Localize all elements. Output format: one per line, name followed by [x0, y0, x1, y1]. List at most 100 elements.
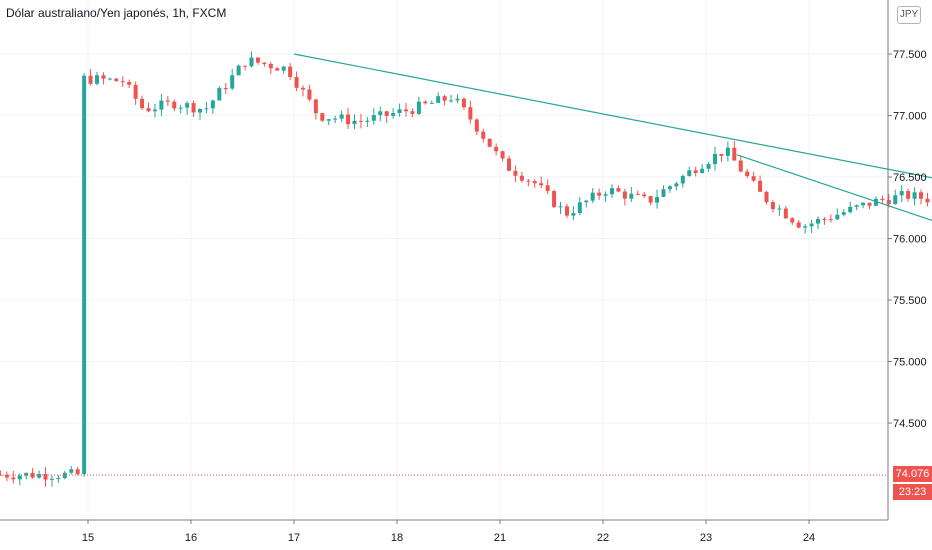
candle-body: [178, 107, 183, 109]
candle-body: [333, 118, 338, 120]
candles: [0, 51, 932, 487]
candle-body: [803, 226, 808, 228]
x-tick-label: 22: [597, 532, 609, 544]
candle-body: [294, 76, 299, 88]
chart-title: Dólar australiano/Yen japonés, 1h, FXCM: [6, 6, 227, 20]
candle-body: [481, 131, 486, 139]
candle-body: [861, 202, 866, 206]
trendlines: [293, 53, 932, 222]
candle-body: [43, 473, 48, 480]
y-tick-label: 75.500: [893, 295, 927, 307]
candle-body: [700, 168, 705, 174]
trendline: [736, 154, 932, 222]
candle-body: [384, 111, 389, 116]
candle-body: [461, 98, 466, 108]
candle-body: [281, 66, 286, 71]
candle-body: [893, 195, 898, 205]
candle-body: [198, 108, 203, 113]
candle-body: [320, 113, 325, 121]
candle-body: [101, 75, 106, 79]
candle-body: [69, 469, 74, 473]
candle-body: [391, 113, 396, 116]
candle-body: [120, 81, 125, 83]
candle-body: [622, 191, 627, 199]
candle-body: [243, 65, 248, 67]
candle-body: [223, 88, 228, 90]
candle-body: [751, 176, 756, 181]
candle-body: [24, 472, 29, 476]
candle-body: [95, 75, 100, 84]
candle-body: [603, 194, 608, 196]
candle-body: [519, 175, 524, 181]
candle-body: [49, 478, 54, 480]
candle-body: [301, 87, 306, 90]
candle-body: [191, 103, 196, 113]
candle-body: [552, 191, 557, 207]
candle-body: [410, 111, 415, 114]
candle-body: [809, 223, 814, 227]
candle-body: [107, 78, 112, 80]
candle-body: [783, 208, 788, 219]
y-tick-label: 76.500: [893, 172, 927, 184]
candle-body: [822, 219, 827, 221]
last-price-tag: 74.076: [893, 466, 932, 482]
candle-body: [719, 153, 724, 156]
candle-body: [416, 101, 421, 114]
candle-body: [642, 194, 647, 197]
x-tick-label: 21: [494, 532, 506, 544]
candle-body: [442, 96, 447, 101]
candle-body: [507, 158, 512, 171]
candle-body: [558, 206, 563, 208]
candle-body: [255, 57, 260, 63]
currency-badge[interactable]: JPY: [897, 6, 921, 24]
x-tick-label: 24: [803, 532, 815, 544]
x-tick-label: 17: [288, 532, 300, 544]
candle-body: [577, 202, 582, 214]
candle-body: [37, 473, 42, 478]
candle-body: [371, 115, 376, 121]
candle-body: [816, 219, 821, 224]
y-tick-label: 76.000: [893, 234, 927, 246]
candle-body: [404, 109, 409, 112]
candle-body: [790, 218, 795, 223]
candle-body: [667, 186, 672, 190]
candle-body: [429, 102, 434, 104]
candle-body: [564, 206, 569, 216]
candle-body: [687, 170, 692, 176]
candle-body: [828, 219, 833, 221]
candle-body: [500, 151, 505, 159]
candle-body: [848, 206, 853, 213]
candle-body: [365, 120, 370, 122]
candle-body: [172, 101, 177, 109]
candle-body: [738, 160, 743, 172]
candle-body: [82, 75, 87, 475]
candle-body: [880, 198, 885, 201]
y-tick-label: 75.000: [893, 357, 927, 369]
candle-body: [674, 183, 679, 187]
candle-body: [680, 175, 685, 184]
candle-body: [873, 198, 878, 206]
candle-body: [210, 100, 215, 109]
chart-grid: [0, 0, 888, 520]
candle-body: [423, 101, 428, 104]
x-tick-label: 18: [391, 532, 403, 544]
candle-body: [584, 200, 589, 203]
y-tick-label: 74.500: [893, 418, 927, 430]
candle-body: [713, 153, 718, 165]
candle-body: [127, 82, 132, 85]
candle-body: [571, 213, 576, 216]
price-axis: 77.500 77.000 76.500 76.000 75.500 75.000 74.5…: [888, 49, 927, 430]
candle-body: [17, 475, 22, 480]
time-axis: 15 16 17 18 21 22 23 24: [82, 520, 815, 544]
candle-body: [378, 111, 383, 116]
candle-body: [590, 192, 595, 201]
candle-body: [770, 202, 775, 210]
y-tick-label: 77.000: [893, 111, 927, 123]
candle-body: [841, 212, 846, 215]
x-tick-label: 16: [185, 532, 197, 544]
candle-body: [146, 108, 151, 112]
trendline: [293, 53, 932, 179]
y-tick-label: 77.500: [893, 49, 927, 61]
candle-body: [307, 89, 312, 100]
